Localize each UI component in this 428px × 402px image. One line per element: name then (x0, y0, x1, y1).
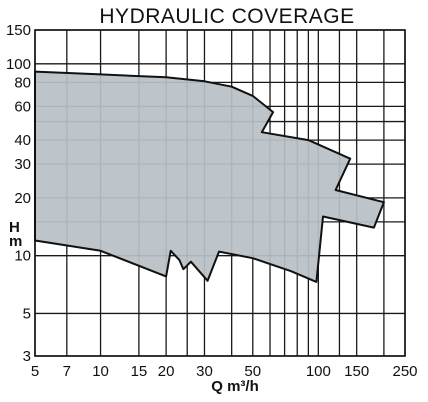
chart-title: HYDRAULIC COVERAGE (99, 5, 354, 28)
x-tick-label: 250 (392, 363, 417, 380)
x-tick-label: 15 (131, 363, 148, 380)
y-tick-label: 150 (6, 22, 31, 39)
y-tick-label: 100 (6, 56, 31, 73)
y-tick-label: 60 (14, 98, 31, 115)
x-tick-label: 100 (306, 363, 331, 380)
x-tick-label: 7 (63, 363, 71, 380)
x-tick-label: 20 (158, 363, 175, 380)
y-tick-label: 10 (14, 248, 31, 265)
y-tick-label: 80 (14, 74, 31, 91)
y-tick-label: 3 (23, 348, 31, 365)
x-tick-label: 5 (31, 363, 39, 380)
x-tick-label: 10 (92, 363, 109, 380)
y-axis-label-m: m (9, 233, 22, 250)
x-tick-label: 150 (344, 363, 369, 380)
y-tick-label: 5 (23, 305, 31, 322)
coverage-area-layer (34, 70, 385, 283)
y-tick-label: 40 (14, 132, 31, 149)
y-tick-label: 20 (14, 190, 31, 207)
coverage-area (34, 70, 385, 283)
x-tick-label: 30 (196, 363, 213, 380)
x-tick-label: 50 (244, 363, 261, 380)
y-axis-label-h: H (9, 219, 20, 236)
plot-frame (34, 29, 406, 357)
x-tick-labels: 5 7 10 15 20 30 50 100 150 250 (31, 363, 418, 380)
x-axis-label: Q m³/h (211, 378, 259, 395)
y-tick-label: 30 (14, 156, 31, 173)
